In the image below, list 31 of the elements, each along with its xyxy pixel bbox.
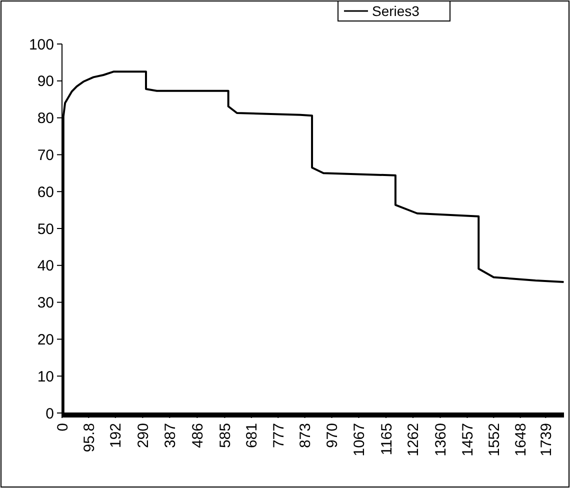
x-tick-label: 387 (162, 423, 179, 448)
y-tick-label: 50 (37, 220, 54, 238)
x-tick-label: 1739 (538, 423, 555, 456)
y-tick-label: 0 (46, 405, 54, 422)
y-tick-label: 80 (37, 110, 54, 128)
y-tick-label: 10 (37, 368, 54, 386)
x-tick-label: 290 (134, 423, 152, 448)
y-tick-label: 30 (37, 294, 54, 312)
x-tick-label: 486 (189, 423, 206, 448)
y-tick-label: 100 (28, 36, 54, 54)
x-tick-label: 777 (270, 423, 288, 448)
y-tick-label: 40 (37, 258, 54, 275)
y-tick-label: 20 (37, 331, 54, 348)
x-tick-label: 1457 (459, 423, 476, 456)
legend-label: Series3 (372, 2, 420, 19)
x-tick-label: 1067 (351, 423, 368, 456)
x-tick-label: 585 (216, 423, 234, 448)
x-tick-label: 681 (244, 423, 261, 448)
y-tick-label: 90 (37, 73, 54, 90)
x-tick-label: 192 (108, 423, 125, 448)
x-tick-label: 970 (324, 423, 342, 448)
x-tick-label: 1360 (432, 423, 450, 456)
y-tick-label: 70 (37, 146, 54, 164)
x-tick-label: 1165 (378, 423, 396, 456)
y-tick-label: 60 (37, 184, 54, 201)
x-tick-label: 0 (54, 423, 72, 432)
x-tick-label: 873 (297, 423, 314, 448)
x-tick-label: 1262 (405, 423, 422, 456)
x-tick-label: 1552 (486, 423, 503, 456)
x-tick-label: 95.8 (80, 423, 98, 452)
x-tick-label: 1648 (512, 423, 530, 456)
